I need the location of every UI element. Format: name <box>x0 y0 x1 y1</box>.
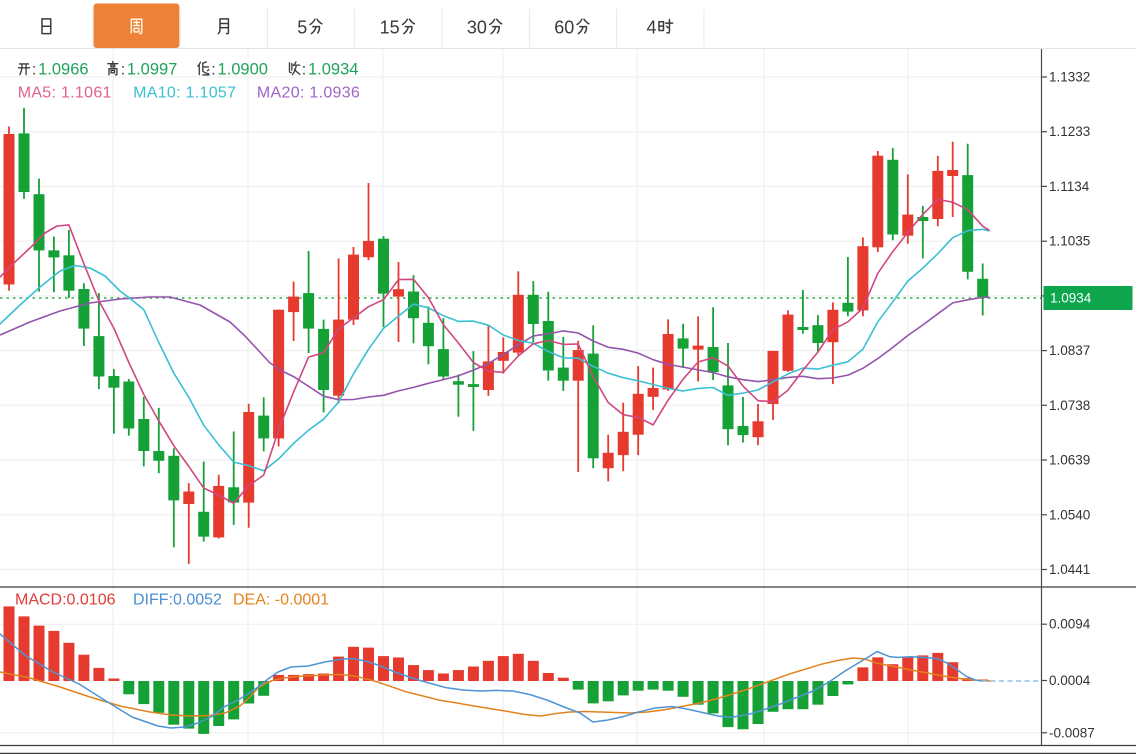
svg-text:1.0540: 1.0540 <box>1049 507 1090 522</box>
svg-text:MA20: 1.0936: MA20: 1.0936 <box>257 85 360 102</box>
svg-text:0.0094: 0.0094 <box>1049 617 1091 632</box>
svg-text:1.1134: 1.1134 <box>1049 179 1090 194</box>
svg-text:4: 4 <box>647 18 657 38</box>
svg-text:1.0900: 1.0900 <box>218 61 268 79</box>
svg-text:1.0934: 1.0934 <box>308 61 358 79</box>
svg-text:MA5: 1.1061: MA5: 1.1061 <box>18 85 112 102</box>
svg-text:1.0966: 1.0966 <box>38 61 88 79</box>
svg-text::: : <box>121 62 125 79</box>
svg-text:-0.0087: -0.0087 <box>1049 725 1095 740</box>
svg-text::: : <box>211 62 215 79</box>
svg-text::: : <box>302 62 306 79</box>
svg-text:1.0639: 1.0639 <box>1049 453 1090 468</box>
svg-text:DIFF:0.0052: DIFF:0.0052 <box>133 592 222 609</box>
svg-text:30: 30 <box>467 18 487 38</box>
svg-text:1.1332: 1.1332 <box>1049 70 1090 85</box>
svg-text:MACD:0.0106: MACD:0.0106 <box>15 592 116 609</box>
svg-text:60: 60 <box>554 18 574 38</box>
svg-text:1.0738: 1.0738 <box>1049 398 1090 413</box>
svg-text:1.0934: 1.0934 <box>1050 291 1092 306</box>
svg-text:1.1233: 1.1233 <box>1049 124 1090 139</box>
svg-text::: : <box>32 62 36 79</box>
svg-text:DEA: -0.0001: DEA: -0.0001 <box>233 592 329 609</box>
svg-text:1.0997: 1.0997 <box>127 61 177 79</box>
svg-text:1.1035: 1.1035 <box>1049 234 1090 249</box>
svg-text:15: 15 <box>380 18 400 38</box>
svg-text:0.0004: 0.0004 <box>1049 673 1091 688</box>
svg-text:5: 5 <box>297 18 307 38</box>
svg-text:1.0441: 1.0441 <box>1049 562 1090 577</box>
svg-text:MA10: 1.1057: MA10: 1.1057 <box>133 85 236 102</box>
svg-text:1.0837: 1.0837 <box>1049 343 1090 358</box>
